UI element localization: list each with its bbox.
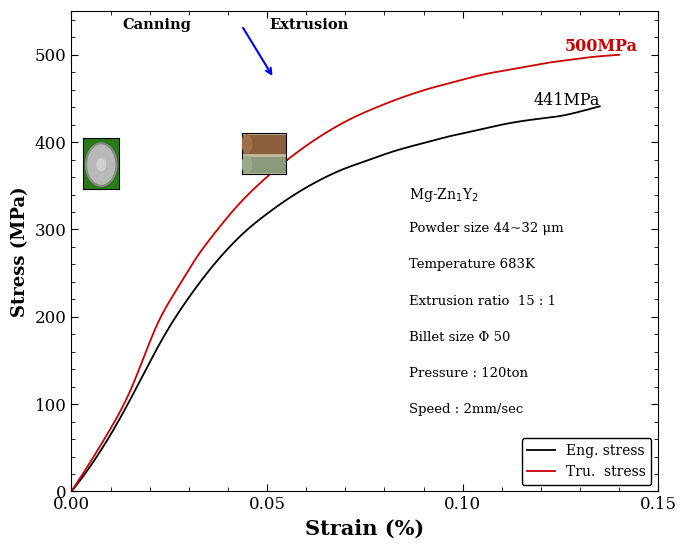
Tru.  stress — [516, 64, 524, 71]
Text: Billet size Φ 50: Billet size Φ 50 — [409, 331, 510, 344]
Ellipse shape — [242, 157, 252, 172]
Tru.  stress — [364, 108, 372, 114]
Line: Tru.  stress: Tru. stress — [72, 55, 619, 492]
Text: 500MPa: 500MPa — [564, 39, 638, 56]
Circle shape — [86, 144, 116, 186]
Eng. stress — [318, 175, 326, 182]
Text: Mg-Zn$_1$Y$_2$: Mg-Zn$_1$Y$_2$ — [409, 186, 479, 205]
Bar — [242, 135, 285, 153]
Line: Eng. stress: Eng. stress — [72, 106, 600, 492]
Text: 441MPa: 441MPa — [533, 91, 599, 108]
Y-axis label: Stress (MPa): Stress (MPa) — [11, 186, 29, 317]
Text: Extrusion ratio  15 : 1: Extrusion ratio 15 : 1 — [409, 294, 556, 307]
Bar — [242, 157, 285, 172]
Ellipse shape — [242, 135, 252, 153]
Eng. stress — [583, 107, 591, 113]
Legend: Eng. stress, Tru.  stress: Eng. stress, Tru. stress — [522, 438, 652, 485]
Text: Temperature 683K: Temperature 683K — [409, 258, 535, 272]
Eng. stress — [67, 488, 76, 495]
Text: Canning: Canning — [122, 18, 191, 32]
Tru.  stress — [67, 488, 76, 495]
Tru.  stress — [331, 124, 339, 131]
Tru.  stress — [327, 126, 336, 133]
Text: Speed : 2mm/sec: Speed : 2mm/sec — [409, 403, 523, 416]
Text: Extrusion: Extrusion — [270, 18, 349, 32]
Text: Pressure : 120ton: Pressure : 120ton — [409, 367, 528, 380]
Text: Powder size 44~32 μm: Powder size 44~32 μm — [409, 222, 563, 235]
Tru.  stress — [394, 96, 402, 102]
Eng. stress — [321, 174, 330, 180]
Eng. stress — [382, 151, 390, 157]
Eng. stress — [500, 121, 508, 128]
Tru.  stress — [602, 52, 610, 59]
Eng. stress — [353, 161, 361, 167]
Circle shape — [97, 158, 105, 170]
Tru.  stress — [615, 52, 623, 58]
X-axis label: Strain (%): Strain (%) — [305, 519, 424, 539]
Eng. stress — [596, 103, 604, 109]
